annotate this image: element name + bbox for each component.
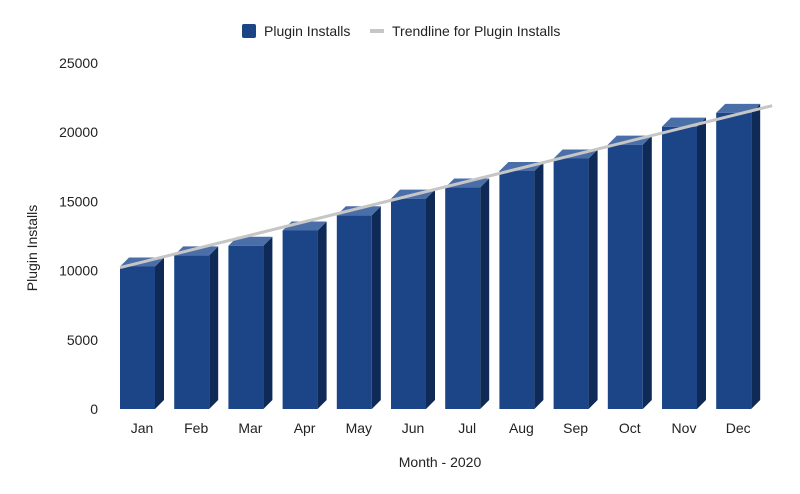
bar-top	[174, 246, 219, 256]
bar-side	[480, 178, 490, 409]
bar-front	[174, 255, 210, 409]
x-tick-label: Feb	[184, 420, 208, 436]
bar-nov	[662, 117, 706, 409]
bar-side	[751, 103, 761, 409]
x-axis-ticks: Jan Feb Mar Apr May Jun Jul Aug Sep Oct Nov Dec	[131, 420, 751, 436]
x-tick-label: Oct	[619, 420, 641, 436]
bar-feb	[174, 246, 219, 409]
x-tick-label: May	[346, 420, 372, 436]
legend-label-plugin-installs: Plugin Installs	[264, 23, 350, 39]
bar-side	[263, 236, 273, 409]
bar-dec	[716, 103, 761, 409]
x-tick-label: Dec	[726, 420, 751, 436]
x-tick-label: Jul	[458, 420, 476, 436]
bar-front	[282, 230, 318, 409]
x-tick-label: Jun	[402, 420, 425, 436]
y-tick-label: 20000	[59, 124, 98, 140]
bar-front	[499, 170, 535, 409]
bar-side	[371, 206, 381, 409]
bar-oct	[607, 135, 652, 409]
x-axis-title: Month - 2020	[399, 454, 482, 470]
bar-mar	[228, 236, 273, 409]
x-tick-label: Jan	[131, 420, 154, 436]
x-tick-label: Apr	[294, 420, 316, 436]
x-tick-label: Nov	[672, 420, 697, 436]
y-tick-label: 25000	[59, 55, 98, 71]
bar-top	[336, 206, 381, 216]
x-tick-label: Mar	[238, 420, 262, 436]
x-tick-label: Aug	[509, 420, 534, 436]
bar-jun	[391, 189, 435, 409]
bar-may	[336, 206, 381, 409]
x-tick-label: Sep	[563, 420, 588, 436]
bar-side	[317, 221, 327, 409]
bar-front	[553, 158, 589, 409]
bar-side	[588, 149, 598, 409]
bar-front	[120, 266, 155, 409]
bar-side	[209, 246, 219, 409]
bar-front	[716, 112, 752, 409]
bar-side	[155, 257, 164, 409]
legend-label-trendline: Trendline for Plugin Installs	[392, 23, 560, 39]
legend: Plugin Installs Trendline for Plugin Ins…	[242, 23, 560, 39]
bar-apr	[282, 221, 327, 409]
y-tick-label: 15000	[59, 193, 98, 209]
bar-front	[662, 126, 697, 409]
bar-front	[228, 245, 264, 409]
y-axis-ticks: 0 5000 10000 15000 20000 25000	[59, 55, 98, 417]
y-tick-label: 10000	[59, 263, 98, 279]
bar-jan	[120, 257, 164, 409]
bar-front	[445, 187, 481, 409]
bars	[120, 103, 761, 409]
bar-side	[642, 135, 652, 409]
bar-side	[697, 117, 706, 409]
bar-jul	[445, 178, 490, 409]
trendline	[119, 104, 773, 270]
bar-front	[607, 144, 643, 409]
y-axis-title: Plugin Installs	[24, 205, 40, 291]
bar-front	[336, 215, 372, 409]
bar-side	[534, 161, 544, 409]
bar-aug	[499, 161, 544, 409]
bar-sep	[553, 149, 598, 409]
bar-side	[426, 189, 435, 409]
y-tick-label: 5000	[67, 332, 98, 348]
y-tick-label: 0	[90, 401, 98, 417]
legend-swatch-plugin-installs	[242, 24, 256, 38]
bar-front	[391, 198, 426, 409]
